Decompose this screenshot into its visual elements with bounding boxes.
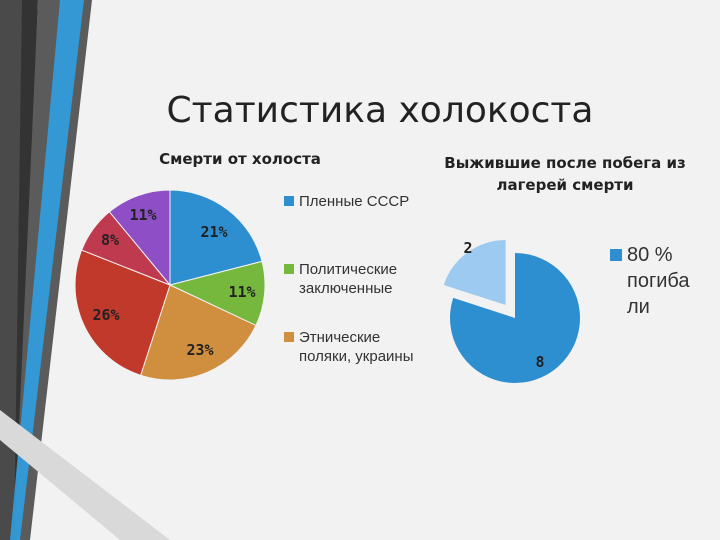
legend-swatch bbox=[610, 249, 622, 261]
chart-2-legend: 80 % погиба ли bbox=[610, 242, 715, 320]
left-blue-stripe bbox=[10, 0, 84, 540]
chart-1-title: Смерти от холоста bbox=[159, 150, 321, 168]
data-label: 2 bbox=[463, 239, 472, 257]
chart-2-title: Выжившие после побега из лагерей смерти bbox=[444, 154, 686, 194]
pie-slice bbox=[108, 189, 171, 287]
legend-label: Этнические поляки, украины bbox=[299, 329, 414, 365]
legend-swatch bbox=[284, 332, 294, 342]
legend-item-ethnic-poles: Этнические поляки, украины bbox=[284, 328, 414, 366]
legend-label: 80 % погиба ли bbox=[627, 244, 690, 318]
data-label: 8 bbox=[535, 353, 544, 371]
legend-item-political-prisoners: Политические заключенные bbox=[284, 260, 414, 298]
data-label: 8% bbox=[101, 231, 119, 249]
pie-slice bbox=[140, 284, 257, 381]
legend-swatch bbox=[284, 196, 294, 206]
slide-title: Статистика холокоста bbox=[166, 90, 594, 131]
legend-swatch bbox=[284, 264, 294, 274]
pie-slice bbox=[450, 253, 580, 384]
data-label: 23% bbox=[186, 341, 213, 359]
pie-slice bbox=[169, 189, 263, 286]
legend-label: Политические заключенные bbox=[299, 261, 398, 297]
legend-item-prisoners-ussr: Пленные СССР bbox=[284, 192, 414, 211]
legend-label: Пленные СССР bbox=[299, 193, 410, 210]
pie-slice-exploded bbox=[443, 240, 506, 306]
bottom-left-line bbox=[0, 410, 170, 540]
legend-item-died: 80 % погиба ли bbox=[610, 242, 715, 320]
data-label: 21% bbox=[200, 223, 227, 241]
data-label: 11% bbox=[129, 206, 156, 224]
pie-slice bbox=[168, 260, 266, 327]
data-label: 11% bbox=[228, 283, 255, 301]
pie-slice bbox=[74, 249, 171, 376]
data-label: 26% bbox=[92, 306, 119, 324]
